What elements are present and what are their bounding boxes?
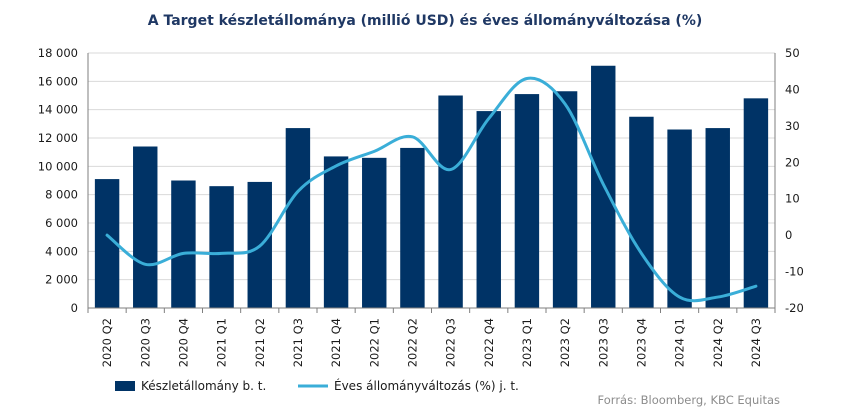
- bar: [438, 95, 463, 308]
- bar: [400, 147, 425, 308]
- line-series: [105, 76, 758, 303]
- legend-bar-label: Készletállomány b. t.: [141, 379, 266, 393]
- axes: [87, 53, 776, 313]
- gridlines: [88, 52, 775, 281]
- category-tick-label: 2021 Q3: [291, 318, 305, 367]
- category-tick-label: 2020 Q3: [138, 318, 152, 367]
- legend: Készletállomány b. t. Éves állományválto…: [115, 378, 519, 393]
- bar: [209, 186, 234, 308]
- right-tick-label: 30: [785, 119, 800, 133]
- bar: [705, 128, 730, 308]
- left-tick-label: 18 000: [38, 46, 78, 60]
- bar: [629, 116, 654, 308]
- left-tick-label: 4 000: [45, 244, 78, 258]
- bar: [171, 180, 196, 308]
- category-tick-label: 2023 Q2: [558, 318, 572, 367]
- category-tick-label: 2023 Q4: [634, 318, 648, 367]
- category-tick-label: 2020 Q2: [100, 318, 114, 367]
- right-tick-label: 40: [785, 82, 800, 96]
- category-tick-label: 2022 Q2: [405, 318, 419, 367]
- bar: [476, 111, 501, 308]
- bar: [743, 98, 769, 308]
- category-tick-label: 2021 Q2: [253, 318, 267, 367]
- legend-line-label: Éves állományváltozás (%) j. t.: [334, 378, 519, 393]
- category-tick-label: 2024 Q2: [711, 318, 725, 367]
- left-tick-label: 6 000: [45, 216, 78, 230]
- left-tick-label: 12 000: [38, 131, 78, 145]
- right-tick-label: -10: [785, 265, 804, 279]
- bar: [514, 94, 540, 308]
- category-tick-label: 2024 Q3: [749, 318, 763, 367]
- chart-title: A Target készletállománya (millió USD) é…: [148, 13, 703, 29]
- right-tick-label: 50: [785, 46, 800, 60]
- line-series-path: [105, 76, 758, 303]
- bar: [667, 129, 692, 308]
- left-tick-label: 8 000: [45, 188, 78, 202]
- bar: [285, 128, 311, 308]
- bar-series: [94, 65, 769, 308]
- left-tick-label: 0: [71, 301, 78, 315]
- category-tick-label: 2023 Q3: [596, 318, 610, 367]
- category-tick-label: 2021 Q1: [215, 318, 229, 367]
- right-tick-label: 20: [785, 155, 800, 169]
- legend-bar-swatch: [115, 381, 135, 391]
- right-tick-label: -20: [785, 301, 804, 315]
- left-tick-label: 14 000: [38, 103, 78, 117]
- category-tick-label: 2022 Q3: [444, 318, 458, 367]
- left-tick-label: 16 000: [38, 74, 78, 88]
- left-tick-label: 2 000: [45, 273, 78, 287]
- bar: [552, 91, 578, 308]
- bar: [133, 146, 158, 308]
- category-tick-label: 2022 Q4: [482, 318, 496, 367]
- left-axis-ticks: 0 2 000 4 000 6 000 8 000 10 000 12 000 14 000 1…: [38, 46, 78, 315]
- bar: [323, 156, 349, 308]
- right-tick-label: 10: [785, 192, 800, 206]
- category-axis-ticks: 2020 Q2 2020 Q3 2020 Q4 2021 Q1 2021 Q2 2021 …: [100, 318, 763, 367]
- right-tick-label: 0: [785, 228, 792, 242]
- bar: [362, 157, 387, 308]
- category-tick-label: 2021 Q4: [329, 318, 343, 367]
- right-axis-ticks: -20 -10 0 10 20 30 40 50: [785, 46, 804, 315]
- category-tick-label: 2024 Q1: [673, 318, 687, 367]
- source-note: Forrás: Bloomberg, KBC Equitas: [598, 393, 780, 407]
- category-tick-label: 2020 Q4: [176, 318, 190, 367]
- left-tick-label: 10 000: [38, 159, 78, 173]
- category-tick-label: 2023 Q1: [520, 318, 534, 367]
- category-tick-label: 2022 Q1: [367, 318, 381, 367]
